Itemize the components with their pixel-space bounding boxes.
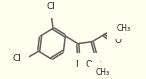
Text: Cl: Cl xyxy=(47,2,55,11)
Text: N: N xyxy=(75,60,82,69)
Text: CH₃: CH₃ xyxy=(95,68,110,77)
Text: CH₃: CH₃ xyxy=(117,24,131,33)
Text: O: O xyxy=(86,60,93,69)
Text: Cl: Cl xyxy=(13,54,21,63)
Text: O: O xyxy=(114,36,121,45)
